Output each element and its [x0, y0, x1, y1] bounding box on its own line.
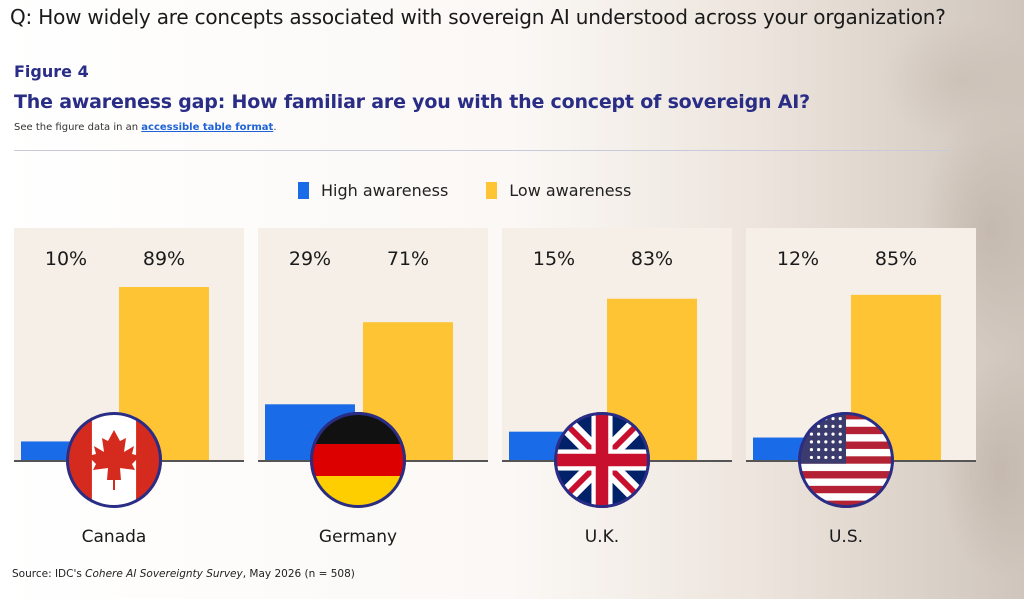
- table-format-note: See the figure data in an accessible tab…: [14, 122, 277, 133]
- source-suffix: , May 2026 (n = 508): [242, 568, 355, 580]
- legend-label-high: High awareness: [321, 181, 449, 200]
- accessible-table-link[interactable]: accessible table format: [141, 122, 274, 133]
- data-label-low: 83%: [631, 248, 673, 270]
- flag-border: [798, 412, 894, 508]
- data-label-high: 10%: [45, 248, 87, 270]
- category-label: Canada: [82, 527, 147, 547]
- legend-item-high: High awareness: [298, 181, 448, 200]
- data-label-low: 89%: [143, 248, 185, 270]
- legend-swatch-low: [486, 182, 498, 199]
- flag-border: [554, 412, 650, 508]
- country-group-u-k: 15% 83% U.K.: [502, 228, 732, 547]
- category-label: Germany: [319, 527, 397, 547]
- data-label-high: 12%: [777, 248, 819, 270]
- data-label-low: 71%: [387, 248, 429, 270]
- us-flag-icon: [798, 412, 894, 508]
- source-prefix: Source: IDC's: [12, 568, 86, 580]
- chart-legend: High awareness Low awareness: [298, 181, 669, 200]
- legend-item-low: Low awareness: [486, 181, 631, 200]
- flag-border: [310, 412, 406, 508]
- legend-swatch-high: [298, 182, 309, 199]
- figure-label: Figure 4: [14, 62, 89, 81]
- figure-title: The awareness gap: How familiar are you …: [14, 91, 810, 113]
- survey-question: Q: How widely are concepts associated wi…: [10, 5, 946, 29]
- data-label-low: 85%: [875, 248, 917, 270]
- data-label-high: 29%: [289, 248, 331, 270]
- source-survey-name: Cohere AI Sovereignty Survey: [85, 568, 243, 580]
- category-label: U.S.: [829, 527, 863, 547]
- legend-label-low: Low awareness: [509, 181, 632, 200]
- note-prefix: See the figure data in an: [14, 122, 142, 133]
- category-label: U.K.: [585, 527, 619, 547]
- source-note: Source: IDC's Cohere AI Sovereignty Surv…: [12, 568, 355, 580]
- country-group-u-s: 12% 85% U.S.: [746, 228, 976, 547]
- note-suffix: .: [273, 122, 277, 133]
- data-label-high: 15%: [533, 248, 575, 270]
- flag-border: [66, 412, 162, 508]
- country-group-canada: 10% 89% Canada: [14, 228, 244, 547]
- divider-line: [14, 150, 950, 151]
- country-group-germany: 29% 71% Germany: [258, 228, 488, 547]
